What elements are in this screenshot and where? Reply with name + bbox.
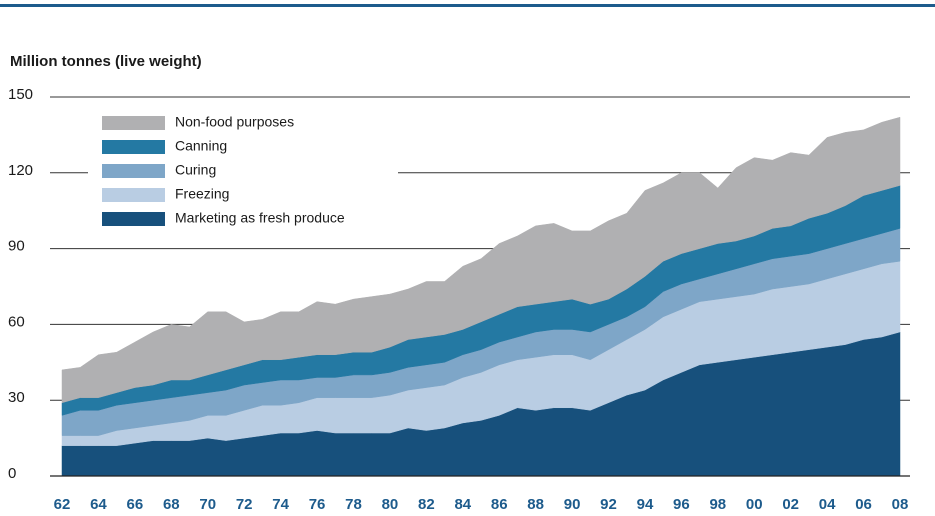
x-tick-label: 84 [454,496,471,513]
chart-title: Million tonnes (live weight) [10,53,202,70]
x-tick-label: 98 [709,496,726,513]
x-tick-label: 04 [819,496,836,513]
legend-swatch [102,116,165,130]
y-tick-label: 30 [8,389,25,406]
x-tick-label: 96 [673,496,690,513]
x-tick-label: 06 [855,496,872,513]
x-tick-label: 02 [782,496,799,513]
x-tick-label: 82 [418,496,435,513]
y-tick-label: 90 [8,238,25,255]
x-tick-label: 66 [127,496,144,513]
legend-label: Non-food purposes [175,114,294,130]
area [61,116,901,404]
y-tick-label: 0 [8,465,16,482]
legend-swatch [102,164,165,178]
legend-swatch [102,140,165,154]
x-tick-label: 64 [90,496,107,513]
top-rule [0,4,935,7]
x-tick-label: 00 [746,496,763,513]
x-tick-label: 92 [600,496,617,513]
legend-swatch [102,188,165,202]
x-tick-label: 08 [892,496,909,513]
y-tick-label: 150 [8,86,33,103]
x-tick-label: 80 [382,496,399,513]
legend-swatch [102,212,165,226]
x-tick-label: 62 [54,496,71,513]
legend-label: Marketing as fresh produce [175,210,345,226]
y-tick-label: 120 [8,162,33,179]
legend-label: Canning [175,138,227,154]
legend-label: Freezing [175,186,229,202]
x-tick-label: 94 [637,496,654,513]
x-tick-label: 90 [564,496,581,513]
y-tick-label: 60 [8,313,25,330]
x-tick-label: 86 [491,496,508,513]
x-tick-label: 68 [163,496,180,513]
x-tick-label: 76 [309,496,326,513]
x-tick-label: 72 [236,496,253,513]
x-tick-label: 74 [272,496,289,513]
x-tick-label: 78 [345,496,362,513]
legend-label: Curing [175,162,216,178]
x-tick-label: 88 [527,496,544,513]
x-tick-label: 70 [199,496,216,513]
